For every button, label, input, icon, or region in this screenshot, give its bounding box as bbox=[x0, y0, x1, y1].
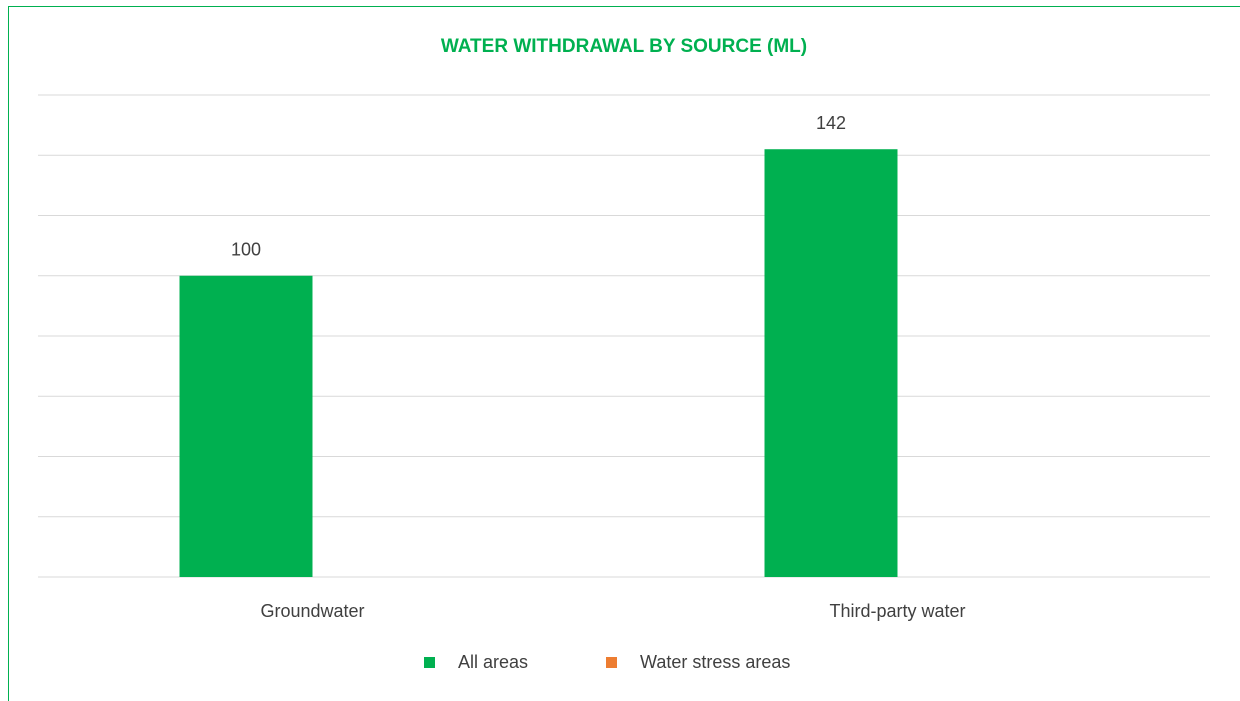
data-label: 100 bbox=[231, 240, 261, 260]
legend-label: All areas bbox=[458, 652, 528, 672]
x-tick-label: Third-party water bbox=[829, 601, 965, 621]
legend-swatch bbox=[424, 657, 435, 668]
legend-label: Water stress areas bbox=[640, 652, 790, 672]
bar bbox=[179, 275, 313, 577]
data-label: 142 bbox=[816, 113, 846, 133]
x-tick-label: Groundwater bbox=[260, 601, 364, 621]
chart-border bbox=[8, 6, 1240, 701]
bar bbox=[764, 149, 898, 577]
legend-swatch bbox=[606, 657, 617, 668]
chart-title: WATER WITHDRAWAL BY SOURCE (ML) bbox=[441, 36, 807, 57]
